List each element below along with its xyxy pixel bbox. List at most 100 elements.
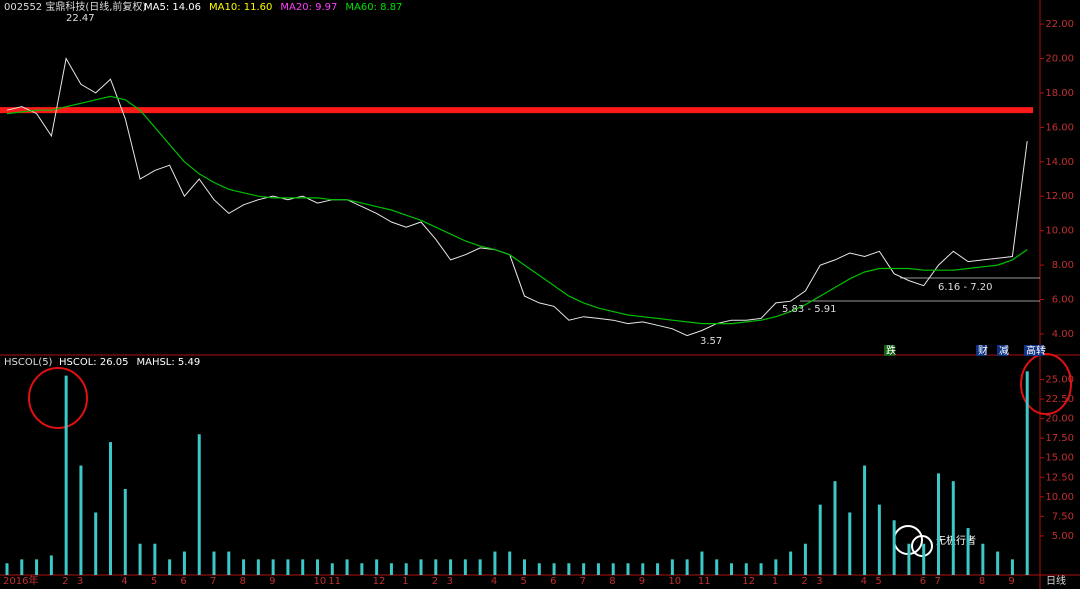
bar — [907, 543, 911, 575]
bar — [833, 481, 837, 575]
x-tick-label: 7 — [935, 576, 941, 587]
x-tick-label: 1 — [772, 576, 778, 587]
bar — [35, 559, 39, 575]
y-tick-label: 20.00 — [1045, 414, 1074, 425]
bar — [803, 543, 807, 575]
x-tick-label: 10 — [668, 576, 681, 587]
bar — [981, 543, 985, 575]
bar — [537, 563, 541, 575]
event-tag: 减 — [999, 345, 1009, 357]
bar — [316, 559, 319, 575]
bar — [123, 489, 127, 575]
price-annotation: 22.47 — [66, 13, 95, 24]
period-label: 日线 — [1046, 574, 1066, 587]
bar — [582, 563, 586, 575]
bar — [700, 551, 704, 575]
bar — [182, 551, 186, 575]
bar — [256, 559, 260, 575]
event-tag: 跌 — [886, 344, 896, 357]
bar — [611, 563, 615, 575]
x-tick-label: 10 — [314, 576, 327, 587]
bar — [848, 512, 852, 575]
bar — [774, 559, 778, 575]
x-tick-label: 3 — [77, 576, 83, 587]
bar — [789, 551, 793, 575]
x-tick-label: 2 — [432, 576, 438, 587]
x-tick-label: 3 — [816, 576, 822, 587]
legend-entry: MA60: 8.87 — [345, 2, 402, 13]
price-line — [6, 57, 1028, 337]
x-tick-label: 8 — [240, 576, 246, 587]
event-tag-bg — [997, 345, 1008, 356]
y-tick-label: 10.00 — [1045, 226, 1074, 237]
legend-entry: MA10: 11.60 — [209, 2, 272, 13]
bar — [493, 551, 497, 575]
x-tick-label: 9 — [639, 576, 645, 587]
bar — [94, 512, 98, 575]
bar — [20, 559, 24, 575]
chart-title: 002552 宝鼎科技(日线,前复权) — [4, 0, 146, 13]
highlight-circle — [1020, 353, 1072, 415]
bar — [685, 559, 689, 575]
bar — [301, 559, 305, 575]
y-tick-label: 8.00 — [1052, 260, 1074, 271]
bar — [271, 559, 275, 575]
bar — [227, 551, 231, 575]
y-tick-label: 5.00 — [1052, 531, 1074, 542]
bar — [419, 559, 423, 575]
y-tick-label: 10.00 — [1045, 492, 1074, 503]
x-tick-label: 11 — [698, 576, 711, 587]
bar — [715, 559, 719, 575]
bar — [877, 504, 881, 575]
x-tick-label: 11 — [328, 576, 341, 587]
y-tick-label: 14.00 — [1045, 157, 1074, 168]
x-tick-label: 1 — [402, 576, 408, 587]
x-tick-label: 8 — [979, 576, 985, 587]
y-tick-label: 15.00 — [1045, 453, 1074, 464]
bar — [463, 559, 467, 575]
highlight-circle — [28, 367, 88, 429]
x-tick-label: 7 — [580, 576, 586, 587]
bar — [759, 563, 763, 575]
legend-entry: MA5: 14.06 — [144, 2, 201, 13]
y-tick-label: 4.00 — [1052, 329, 1074, 340]
bar — [404, 563, 408, 575]
watermark-icon — [911, 535, 933, 557]
y-tick-label: 22.00 — [1045, 19, 1074, 30]
legend-entry: MA20: 9.97 — [280, 2, 337, 13]
bar — [434, 559, 438, 575]
x-tick-label: 12 — [742, 576, 755, 587]
bar — [345, 559, 349, 575]
x-tick-label: 7 — [210, 576, 216, 587]
bar — [523, 559, 526, 575]
x-tick-label: 2016年 — [3, 574, 38, 587]
x-tick-label: 5 — [521, 576, 527, 587]
x-tick-label: 6 — [180, 576, 186, 587]
x-tick-label: 6 — [550, 576, 556, 587]
x-tick-label: 3 — [447, 576, 453, 587]
watermark-text: 无极行者 — [936, 534, 976, 547]
bar — [79, 465, 83, 575]
x-tick-label: 5 — [875, 576, 881, 587]
bar — [552, 563, 556, 575]
x-tick-label: 4 — [861, 576, 867, 587]
bar — [375, 559, 379, 575]
x-tick-label: 12 — [373, 576, 386, 587]
bar — [966, 528, 970, 575]
bar — [730, 563, 733, 575]
bar — [5, 563, 9, 575]
bar — [596, 563, 600, 575]
y-tick-label: 17.50 — [1045, 433, 1074, 444]
event-tag: 财 — [978, 344, 988, 357]
bar — [1010, 559, 1014, 575]
bar — [242, 559, 246, 575]
event-tag: 高转 — [1026, 344, 1046, 357]
bar — [656, 563, 660, 575]
price-annotation: 3.57 — [700, 336, 722, 347]
bar — [360, 563, 364, 575]
chart-title: HSCOL(5) — [4, 357, 53, 368]
bar — [286, 559, 290, 575]
price-annotation: 6.16 - 7.20 — [938, 282, 993, 293]
y-tick-label: 7.50 — [1052, 511, 1074, 522]
